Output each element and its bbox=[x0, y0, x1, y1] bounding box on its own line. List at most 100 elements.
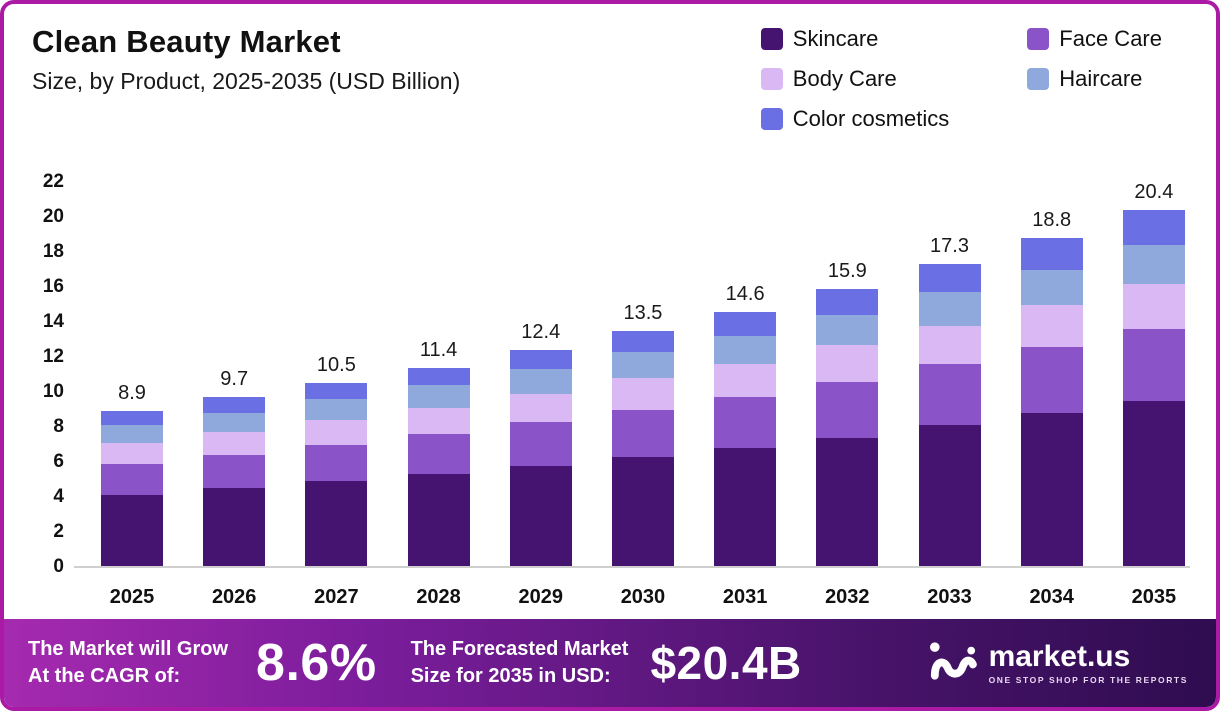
legend-item-color-cosmetics: Color cosmetics bbox=[760, 106, 950, 132]
bar-segment-face-care bbox=[918, 364, 981, 426]
brand-text: market.us ONE STOP SHOP FOR THE REPORTS bbox=[989, 641, 1188, 686]
forecast-label-line2: Size for 2035 in USD: bbox=[410, 665, 611, 687]
bar-segment-skincare bbox=[1122, 400, 1185, 567]
legend-item-haircare: Haircare bbox=[1027, 66, 1162, 92]
legend-swatch bbox=[760, 108, 783, 130]
bar-group-2026: 9.7 2026 bbox=[202, 182, 266, 608]
bar-total-label: 11.4 bbox=[419, 338, 458, 361]
chart-section: 22 20 18 16 14 12 10 8 6 4 2 0 8.9 2025 9.7 2026 10.5 20… bbox=[4, 132, 1216, 619]
bar-segment-skincare bbox=[509, 465, 572, 567]
bar-segment-skincare bbox=[305, 481, 368, 567]
x-axis-label: 2026 bbox=[211, 586, 257, 608]
cagr-value: 8.6% bbox=[256, 634, 377, 692]
bar-segment-color-cosmetics bbox=[509, 350, 572, 370]
bar-segment-haircare bbox=[101, 425, 163, 443]
bar-group-2033: 17.3 2033 bbox=[918, 182, 982, 608]
bar-stack bbox=[101, 411, 163, 567]
bar-segment-color-cosmetics bbox=[611, 330, 674, 352]
y-axis-tick: 0 bbox=[53, 556, 64, 577]
bar-segment-skincare bbox=[203, 488, 266, 567]
bar-stack bbox=[816, 288, 879, 567]
marketus-logo-icon bbox=[927, 639, 979, 688]
bar-segment-haircare bbox=[407, 385, 470, 408]
bar-total-label: 17.3 bbox=[930, 235, 969, 258]
bar-total-label: 15.9 bbox=[827, 259, 867, 282]
brand-tagline: ONE STOP SHOP FOR THE REPORTS bbox=[988, 675, 1188, 686]
bar-group-2027: 10.5 2027 bbox=[304, 182, 368, 608]
x-axis-label: 2032 bbox=[825, 586, 870, 608]
y-axis-tick: 12 bbox=[42, 346, 64, 367]
x-axis-label: 2027 bbox=[314, 586, 359, 608]
bar-segment-face-care bbox=[816, 381, 879, 438]
bar-stack bbox=[509, 350, 572, 567]
legend-label: Body Care bbox=[792, 66, 897, 91]
legend-label: Skincare bbox=[792, 26, 879, 51]
forecast-value: $20.4B bbox=[650, 637, 802, 689]
x-axis-label: 2031 bbox=[722, 586, 768, 608]
bar-segment-body-care bbox=[611, 378, 674, 410]
bar-group-2035: 20.4 2035 bbox=[1122, 181, 1186, 608]
bar-stack bbox=[714, 311, 777, 567]
marketus-brand: market.us ONE STOP SHOP FOR THE REPORTS bbox=[927, 639, 1188, 688]
bar-segment-haircare bbox=[1122, 245, 1185, 284]
forecast-label: The Forecasted Market Size for 2035 in U… bbox=[411, 636, 629, 690]
x-axis-label: 2030 bbox=[620, 586, 666, 608]
bar-segment-haircare bbox=[1020, 269, 1083, 305]
bar-stack bbox=[203, 397, 266, 567]
legend-item-skincare: Skincare bbox=[760, 26, 949, 52]
cagr-label-line2: At the CAGR of: bbox=[28, 665, 181, 687]
y-axis-tick: 16 bbox=[42, 276, 64, 297]
bar-segment-face-care bbox=[714, 397, 777, 448]
cagr-label-line1: The Market will Grow bbox=[28, 638, 229, 660]
bar-segment-haircare bbox=[509, 369, 572, 394]
bar-segment-face-care bbox=[611, 409, 674, 457]
x-axis-label: 2034 bbox=[1029, 586, 1074, 608]
bar-segment-body-care bbox=[714, 364, 777, 398]
y-axis-tick: 14 bbox=[42, 311, 64, 332]
bar-segment-skincare bbox=[918, 425, 981, 567]
bar-segment-haircare bbox=[611, 351, 674, 378]
bar-total-label: 9.7 bbox=[220, 368, 249, 391]
bar-total-label: 13.5 bbox=[623, 301, 663, 324]
bar-segment-face-care bbox=[1020, 346, 1083, 413]
bar-total-label: 20.4 bbox=[1134, 181, 1174, 203]
bar-segment-color-cosmetics bbox=[816, 288, 879, 315]
bar-segment-haircare bbox=[203, 413, 266, 433]
y-axis-tick: 2 bbox=[53, 521, 64, 542]
bar-segment-body-care bbox=[816, 344, 879, 382]
bar-group-2034: 18.8 2034 bbox=[1020, 182, 1084, 608]
legend-swatch bbox=[760, 68, 783, 90]
bar-segment-skincare bbox=[714, 448, 777, 567]
bar-segment-body-care bbox=[203, 432, 266, 455]
cagr-label: The Market will Grow At the CAGR of: bbox=[28, 636, 228, 690]
x-axis-label: 2028 bbox=[416, 586, 461, 608]
bar-segment-skincare bbox=[611, 456, 674, 567]
legend-label: Face Care bbox=[1059, 26, 1162, 51]
bar-segment-color-cosmetics bbox=[305, 383, 368, 399]
bar-group-2025: 8.9 2025 bbox=[100, 182, 164, 608]
bar-segment-body-care bbox=[509, 393, 572, 422]
bar-segment-face-care bbox=[1122, 329, 1185, 401]
bar-group-2029: 12.4 2029 bbox=[509, 182, 573, 608]
legend-swatch bbox=[1027, 28, 1050, 50]
bar-segment-skincare bbox=[1020, 413, 1083, 567]
bar-segment-body-care bbox=[1020, 304, 1083, 347]
bar-segment-haircare bbox=[816, 315, 879, 345]
brand-name: market.us bbox=[988, 639, 1131, 673]
forecast-label-line1: The Forecasted Market bbox=[410, 638, 629, 660]
header: Clean Beauty Market Size, by Product, 20… bbox=[4, 4, 1216, 132]
bar-stack bbox=[305, 383, 368, 567]
bar-segment-color-cosmetics bbox=[203, 397, 266, 413]
footer-banner: The Market will Grow At the CAGR of: 8.6… bbox=[4, 619, 1216, 707]
legend-label: Color cosmetics bbox=[792, 106, 950, 131]
x-axis-label: 2033 bbox=[927, 586, 972, 608]
bar-segment-body-care bbox=[407, 407, 470, 434]
bar-segment-color-cosmetics bbox=[918, 264, 981, 293]
bar-segment-skincare bbox=[101, 495, 163, 567]
bar-stack bbox=[407, 367, 470, 567]
bar-segment-color-cosmetics bbox=[1020, 238, 1083, 270]
bar-segment-body-care bbox=[305, 420, 368, 445]
bar-segment-color-cosmetics bbox=[714, 311, 777, 336]
bar-segment-color-cosmetics bbox=[407, 367, 470, 385]
